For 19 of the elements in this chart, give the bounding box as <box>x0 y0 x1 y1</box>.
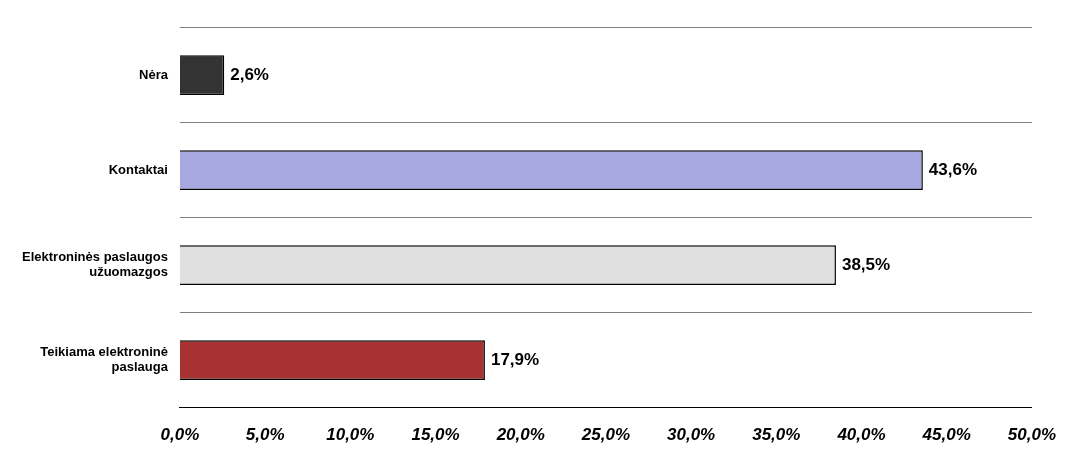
x-tick-label: 10,0% <box>326 425 375 445</box>
data-label: 17,9% <box>490 349 540 369</box>
x-tick-label: 30,0% <box>667 425 716 445</box>
x-tick-label: 40,0% <box>836 425 886 445</box>
x-tick-label: 50,0% <box>1007 425 1056 445</box>
data-label: 43,6% <box>928 159 978 179</box>
y-tick-label: Teikiama elektroninė paslauga <box>40 343 169 375</box>
y-tick-label: Elektroninės paslaugos užuomazgos <box>22 248 168 280</box>
x-tick-label: 20,0% <box>495 425 545 445</box>
x-tick-label: 5,0% <box>245 425 285 445</box>
y-tick-label: Nėra <box>139 66 169 82</box>
data-label: 38,5% <box>841 254 891 274</box>
x-tick-label: 25,0% <box>580 425 631 445</box>
x-tick-label: 0,0% <box>160 425 200 445</box>
x-tick-label: 35,0% <box>752 425 801 445</box>
x-tick-label: 45,0% <box>921 425 971 445</box>
x-tick-label: 15,0% <box>411 425 460 445</box>
y-tick-label: Kontaktai <box>108 161 168 177</box>
data-label: 2,6% <box>230 64 269 84</box>
